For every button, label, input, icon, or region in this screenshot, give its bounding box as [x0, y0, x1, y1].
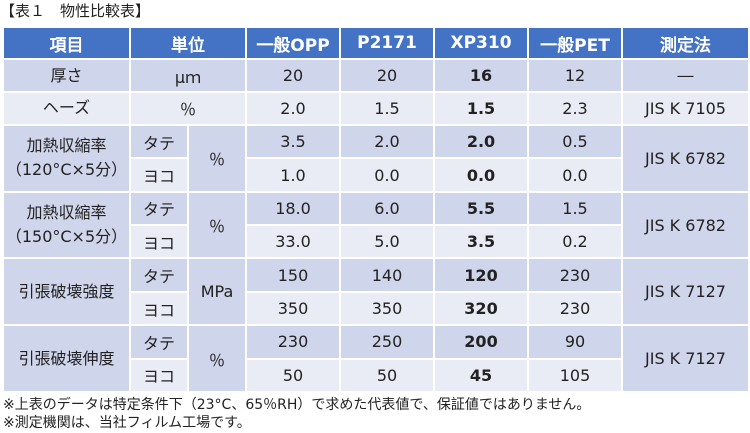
- header-col-xp310: XP310: [433, 25, 529, 61]
- row-label-shrinkage-120: 加熱収縮率 （120°C×5分）: [2, 124, 131, 193]
- table-row: ヨコ 1.0 0.0 0.0 0.0: [3, 157, 749, 193]
- value-cell: 33.0: [245, 224, 341, 260]
- value-cell: 230: [527, 257, 623, 293]
- row-label-tensile-strength: 引張破壊強度: [2, 257, 131, 327]
- value-cell: 50: [245, 357, 341, 394]
- direction-cell: ヨコ: [129, 357, 189, 394]
- value-cell: 150: [245, 257, 341, 293]
- method-cell: JIS K 7127: [621, 257, 750, 327]
- direction-cell: タテ: [129, 124, 189, 160]
- value-cell: 50: [339, 357, 435, 394]
- header-col-p2171: P2171: [339, 25, 435, 61]
- header-col-opp: 一般OPP: [245, 25, 341, 61]
- value-cell: 230: [245, 324, 341, 360]
- unit-cell: ％: [187, 324, 247, 393]
- unit-cell: μｍ: [129, 58, 247, 93]
- unit-cell: MPa: [187, 257, 247, 327]
- value-cell: 2.0: [245, 90, 341, 127]
- table-row: ヨコ 33.0 5.0 3.5 0.2: [3, 224, 749, 260]
- direction-cell: ヨコ: [129, 224, 189, 260]
- value-cell: 0.2: [527, 224, 623, 260]
- direction-cell: ヨコ: [129, 157, 189, 193]
- value-cell: 230: [527, 290, 623, 327]
- value-cell: 140: [339, 257, 435, 293]
- value-cell: 0.0: [339, 157, 435, 193]
- footnote-conditions: ※上表のデータは特定条件下（23°C、65％RH）で求めた代表値で、保証値ではあ…: [3, 397, 591, 413]
- direction-cell: ヨコ: [129, 290, 189, 327]
- value-cell: 2.0: [339, 124, 435, 160]
- value-cell: 16: [433, 58, 529, 93]
- label-line: （150°C×5分）: [5, 227, 128, 247]
- value-cell: 2.3: [527, 90, 623, 127]
- table-row: 加熱収縮率 （150°C×5分） タテ ％ 18.0 6.0 5.5 1.5 J…: [2, 190, 750, 260]
- header-row: 項目 単位 一般OPP P2171 XP310 一般PET 測定法: [2, 25, 750, 61]
- method-cell: JIS K 7127: [621, 324, 750, 393]
- value-cell: 320: [433, 290, 529, 327]
- value-cell: 200: [433, 324, 529, 360]
- value-cell: 105: [527, 357, 623, 394]
- direction-cell: タテ: [129, 324, 189, 360]
- label-line: 加熱収縮率: [26, 203, 107, 223]
- table-row: 加熱収縮率 （120°C×5分） タテ ％ 3.5 2.0 2.0 0.5 JI…: [2, 124, 750, 193]
- value-cell: 1.5: [433, 90, 529, 127]
- value-cell: 1.5: [339, 90, 435, 127]
- method-cell: JIS K 7105: [621, 90, 750, 127]
- row-label-shrinkage-150: 加熱収縮率 （150°C×5分）: [2, 190, 131, 260]
- value-cell: 6.0: [339, 190, 435, 227]
- value-cell: 12: [527, 58, 623, 93]
- table-row: ヨコ 350 350 320 230: [3, 290, 749, 327]
- value-cell: 5.5: [433, 190, 529, 227]
- value-cell: 2.0: [433, 124, 529, 160]
- label-line: 加熱収縮率: [26, 136, 107, 156]
- header-unit: 単位: [129, 25, 247, 61]
- unit-cell: ％: [187, 190, 247, 260]
- method-cell: ―: [621, 58, 750, 93]
- table-row: 厚さ μｍ 20 20 16 12 ―: [2, 58, 750, 93]
- unit-cell: ％: [129, 90, 247, 127]
- unit-cell: ％: [187, 124, 247, 193]
- row-label-thickness: 厚さ: [2, 58, 131, 93]
- table-row: 引張破壊伸度 タテ ％ 230 250 200 90 JIS K 7127: [2, 324, 750, 393]
- value-cell: 1.0: [245, 157, 341, 193]
- method-cell: JIS K 6782: [621, 190, 750, 260]
- row-label-haze: ヘーズ: [2, 90, 131, 127]
- value-cell: 350: [245, 290, 341, 327]
- value-cell: 0.0: [433, 157, 529, 193]
- table-row: 引張破壊強度 タテ MPa 150 140 120 230 JIS K 7127: [2, 257, 750, 327]
- header-col-pet: 一般PET: [527, 25, 623, 61]
- value-cell: 90: [527, 324, 623, 360]
- header-item: 項目: [2, 25, 131, 61]
- value-cell: 3.5: [433, 224, 529, 260]
- table-caption: 【表１ 物性比較表】: [0, 2, 151, 20]
- value-cell: 250: [339, 324, 435, 360]
- value-cell: 45: [433, 357, 529, 394]
- value-cell: 3.5: [245, 124, 341, 160]
- table-row: ヘーズ ％ 2.0 1.5 1.5 2.3 JIS K 7105: [2, 90, 750, 127]
- value-cell: 350: [339, 290, 435, 327]
- footnote-lab: ※測定機関は、当社フィルム工場です。: [3, 415, 251, 431]
- value-cell: 0.0: [527, 157, 623, 193]
- value-cell: 1.5: [527, 190, 623, 227]
- value-cell: 120: [433, 257, 529, 293]
- value-cell: 0.5: [527, 124, 623, 160]
- value-cell: 20: [339, 58, 435, 93]
- direction-cell: タテ: [129, 190, 189, 227]
- method-cell: JIS K 6782: [621, 124, 750, 193]
- value-cell: 5.0: [339, 224, 435, 260]
- properties-table: 項目 単位 一般OPP P2171 XP310 一般PET 測定法 厚さ μｍ …: [2, 25, 750, 394]
- direction-cell: タテ: [129, 257, 189, 293]
- value-cell: 20: [245, 58, 341, 93]
- value-cell: 18.0: [245, 190, 341, 227]
- label-line: （120°C×5分）: [5, 160, 128, 180]
- table-row: ヨコ 50 50 45 105: [3, 357, 749, 394]
- header-method: 測定法: [621, 25, 750, 61]
- row-label-elongation: 引張破壊伸度: [2, 324, 131, 393]
